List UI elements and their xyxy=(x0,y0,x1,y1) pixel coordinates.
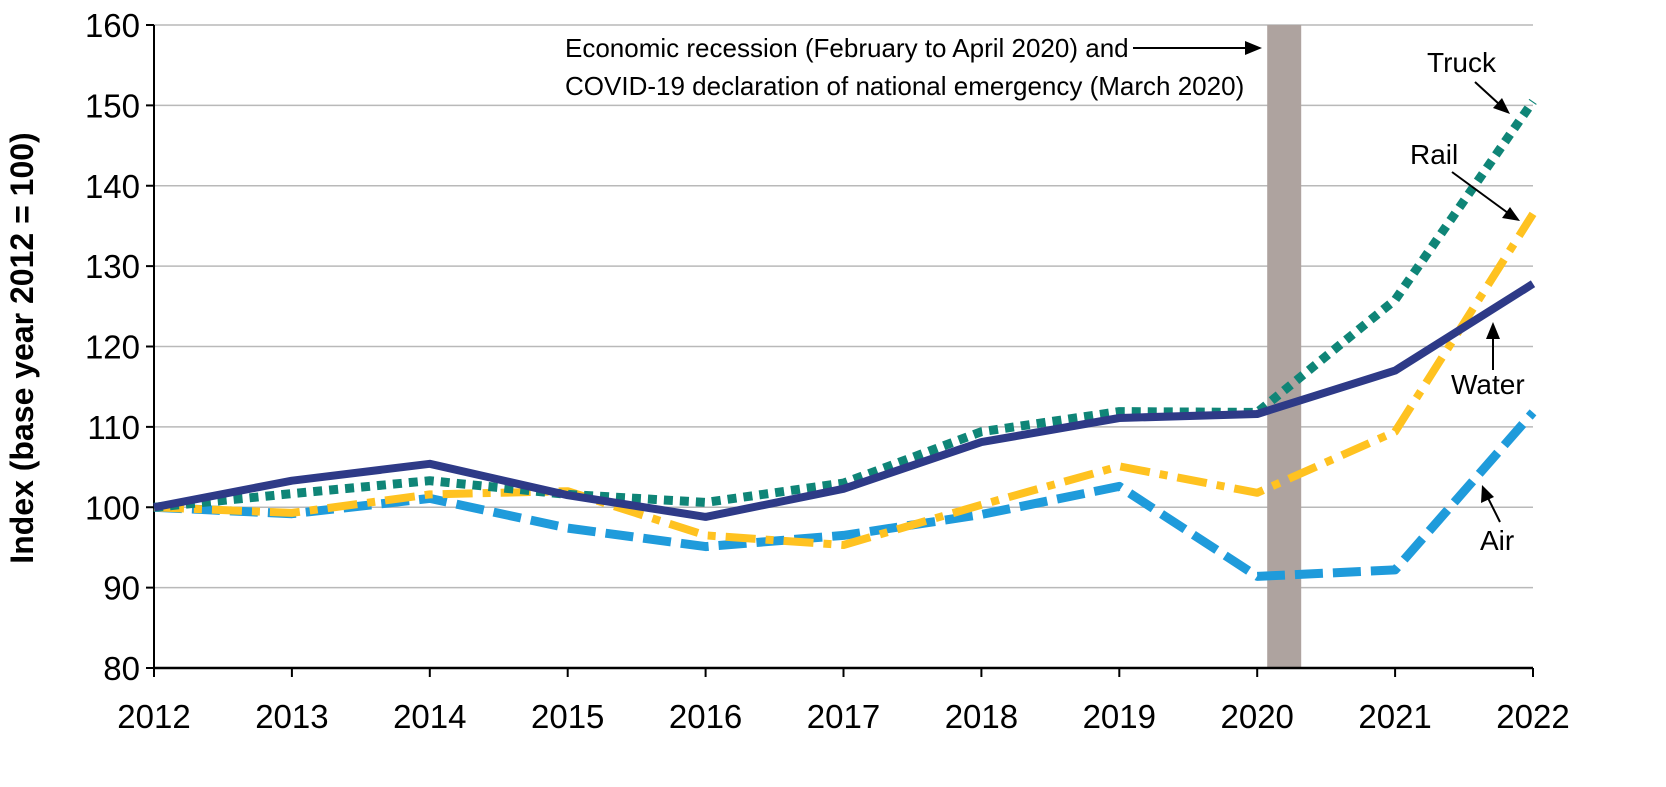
series-label-water: Water xyxy=(1451,369,1525,400)
truck-label-arrow xyxy=(1474,81,1510,114)
y-tick-label: 140 xyxy=(85,168,140,205)
x-tick-label: 2012 xyxy=(117,698,190,735)
x-tick-label: 2017 xyxy=(807,698,880,735)
x-tick-label: 2013 xyxy=(255,698,328,735)
water-label-arrow xyxy=(1486,322,1500,370)
x-tick-label: 2019 xyxy=(1083,698,1156,735)
series-label-air: Air xyxy=(1480,525,1514,556)
y-axis-title: Index (base year 2012 = 100) xyxy=(4,132,40,563)
y-tick-label: 100 xyxy=(85,489,140,526)
y-tick-label: 160 xyxy=(85,7,140,44)
series-line-water xyxy=(153,280,1536,521)
x-tick-label: 2020 xyxy=(1220,698,1293,735)
x-tick-label: 2016 xyxy=(669,698,742,735)
x-tick-label: 2015 xyxy=(531,698,604,735)
x-tick-label: 2018 xyxy=(945,698,1018,735)
series-line-air xyxy=(153,409,1537,581)
y-tick-label: 90 xyxy=(103,570,140,607)
x-tick-label: 2022 xyxy=(1496,698,1569,735)
recession-annotation-arrow xyxy=(1133,41,1262,55)
x-tick-label: 2014 xyxy=(393,698,466,735)
recession-annotation-line2: COVID-19 declaration of national emergen… xyxy=(565,71,1244,101)
series-labels: Truck Rail Water Air xyxy=(1410,47,1525,556)
air-label-arrow xyxy=(1481,485,1501,523)
series-label-rail: Rail xyxy=(1410,139,1458,170)
series-label-truck: Truck xyxy=(1427,47,1497,78)
x-tick-label: 2021 xyxy=(1358,698,1431,735)
y-axis: 80 90 100 110 120 130 140 150 160 xyxy=(85,7,155,687)
recession-band xyxy=(1267,25,1302,668)
y-tick-label: 80 xyxy=(103,650,140,687)
series-lines xyxy=(153,98,1537,581)
y-tick-label: 110 xyxy=(87,409,140,446)
rail-label-arrow xyxy=(1451,171,1520,221)
series-line-truck xyxy=(153,98,1537,512)
y-tick-label: 130 xyxy=(85,248,140,285)
y-tick-label: 120 xyxy=(85,329,140,366)
series-line-rail xyxy=(153,211,1537,549)
x-axis: 2012 2013 2014 2015 2016 2017 2018 2019 2020 2021… xyxy=(117,666,1570,735)
y-tick-label: 150 xyxy=(85,87,140,124)
recession-annotation-line1: Economic recession (February to April 20… xyxy=(565,33,1129,63)
